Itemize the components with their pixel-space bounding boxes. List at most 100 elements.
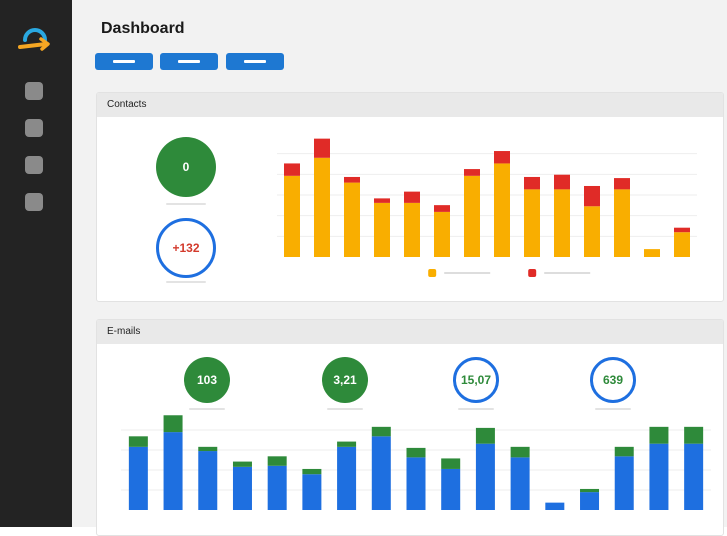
emails-panel-title: E-mails	[97, 320, 723, 344]
bar-segment-secondary	[475, 427, 495, 444]
stat-value: +132	[172, 241, 200, 255]
bar-segment-primary	[674, 232, 690, 257]
bar-segment-primary	[494, 163, 510, 257]
stat-value: 0	[182, 160, 190, 174]
bar-segment-secondary	[494, 151, 510, 164]
bar-segment-primary	[684, 443, 704, 510]
bar-segment-secondary	[614, 178, 630, 190]
sidebar-item-3[interactable]	[25, 156, 43, 174]
brand-logo-icon[interactable]	[16, 18, 54, 52]
bar-segment-primary	[284, 175, 300, 257]
bar-segment-primary	[163, 432, 183, 510]
bar-segment-primary	[524, 189, 540, 257]
bar-segment-primary	[554, 189, 570, 257]
bar-segment-secondary	[344, 176, 360, 183]
stat-underline	[595, 408, 631, 410]
bar-segment-primary	[464, 175, 480, 257]
bar-segment-secondary	[337, 441, 357, 447]
bar-segment-secondary	[404, 191, 420, 203]
contacts-bar-chart	[277, 138, 697, 277]
bar-segment-secondary	[524, 176, 540, 190]
bar-segment-primary	[314, 157, 330, 257]
bar-segment-secondary	[374, 198, 390, 203]
bar-segment-primary	[406, 457, 426, 510]
bar-segment-primary	[614, 189, 630, 257]
contacts-panel: Contacts 0 +132	[96, 92, 724, 302]
bar-segment-secondary	[267, 456, 287, 466]
button-label-placeholder	[113, 60, 135, 63]
emails-stat-1: 103	[184, 357, 230, 403]
bar-segment-primary	[267, 465, 287, 510]
bar-segment-secondary	[406, 447, 426, 458]
bar-segment-primary	[649, 443, 669, 510]
stat-underline	[166, 203, 206, 205]
bar-segment-secondary	[284, 163, 300, 176]
toolbar-button-1[interactable]	[95, 53, 153, 70]
stat-value: 639	[602, 373, 624, 387]
bar-segment-secondary	[554, 174, 570, 190]
emails-panel: E-mails 103 3,21 15,07 639	[96, 319, 724, 536]
bar-segment-secondary	[584, 185, 600, 207]
bar-segment-secondary	[580, 488, 600, 493]
sidebar-item-2[interactable]	[25, 119, 43, 137]
bar-segment-secondary	[314, 138, 330, 158]
sidebar-item-1[interactable]	[25, 82, 43, 100]
emails-bar-chart	[121, 415, 711, 510]
bar-segment-secondary	[441, 458, 461, 469]
bar-segment-primary	[545, 502, 565, 510]
stat-underline	[189, 408, 225, 410]
legend-swatch	[428, 269, 437, 277]
bar-segment-primary	[374, 202, 390, 257]
bar-segment-primary	[510, 457, 530, 510]
main-content: Dashboard Contacts 0 +132 E-mails 103 3,…	[72, 0, 727, 536]
bar-segment-secondary	[434, 205, 450, 212]
bar-segment-secondary	[684, 426, 704, 444]
emails-stat-4: 639	[590, 357, 636, 403]
stat-value: 103	[196, 373, 218, 387]
stat-underline	[458, 408, 494, 410]
contacts-stat-change: +132	[156, 218, 216, 278]
bar-segment-primary	[404, 202, 420, 257]
bar-segment-primary	[128, 446, 148, 510]
emails-stat-2: 3,21	[322, 357, 368, 403]
bar-segment-secondary	[128, 436, 148, 447]
bar-segment-secondary	[614, 446, 634, 457]
bar-segment-secondary	[464, 169, 480, 176]
bar-segment-primary	[580, 492, 600, 510]
bar-segment-secondary	[232, 461, 252, 467]
bar-segment-primary	[232, 466, 252, 510]
emails-stat-3: 15,07	[453, 357, 499, 403]
page-title: Dashboard	[101, 20, 185, 37]
bar-segment-primary	[584, 206, 600, 257]
bar-segment-primary	[644, 249, 660, 257]
bar-segment-primary	[337, 446, 357, 510]
sidebar	[0, 0, 72, 527]
toolbar-button-3[interactable]	[226, 53, 284, 70]
bar-segment-primary	[198, 451, 218, 510]
stat-value: 15,07	[460, 373, 492, 387]
bar-segment-secondary	[371, 426, 391, 437]
bar-segment-primary	[614, 456, 634, 510]
bar-segment-secondary	[302, 468, 322, 475]
bar-segment-primary	[302, 474, 322, 510]
bar-segment-secondary	[163, 415, 183, 433]
bar-segment-secondary	[649, 426, 669, 444]
legend-swatch	[528, 269, 537, 277]
bar-segment-secondary	[198, 446, 218, 452]
contacts-panel-title: Contacts	[97, 93, 723, 117]
stat-underline	[166, 281, 206, 283]
bar-segment-primary	[434, 211, 450, 257]
sidebar-item-4[interactable]	[25, 193, 43, 211]
stat-value: 3,21	[333, 373, 357, 387]
bar-segment-primary	[441, 468, 461, 510]
button-label-placeholder	[178, 60, 200, 63]
bar-segment-primary	[475, 443, 495, 510]
stat-underline	[327, 408, 363, 410]
bar-segment-secondary	[510, 446, 530, 458]
contacts-stat-total: 0	[156, 137, 216, 197]
bar-segment-primary	[371, 436, 391, 510]
bar-segment-primary	[344, 182, 360, 257]
button-label-placeholder	[244, 60, 266, 63]
bar-segment-secondary	[674, 227, 690, 233]
toolbar-button-2[interactable]	[160, 53, 218, 70]
